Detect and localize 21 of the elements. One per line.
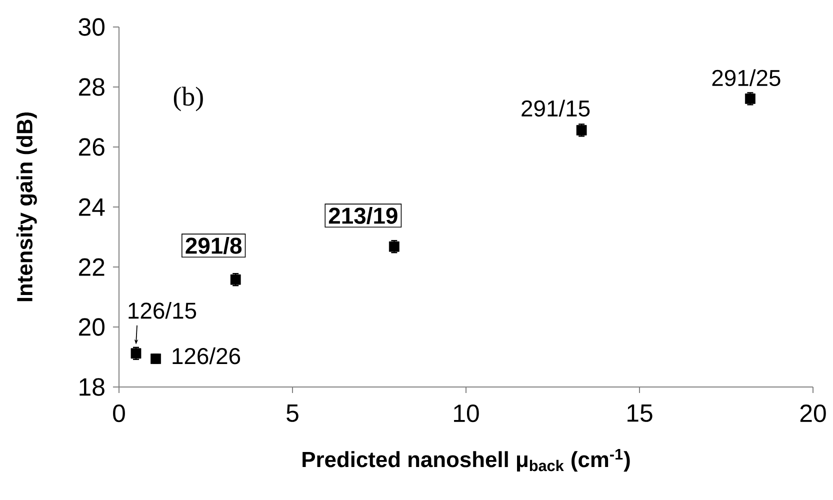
y-tick-label: 18 [80, 378, 104, 396]
x-tick-label: 0 [113, 404, 125, 422]
y-tick-label: 30 [78, 18, 104, 36]
x-tick-label: 20 [800, 404, 826, 422]
y-tick-label: 20 [79, 318, 104, 336]
y-tick-label: 24 [79, 198, 105, 216]
y-tick-label: 26 [79, 138, 104, 156]
y-tick-label: 22 [79, 258, 104, 276]
annotation: 126/26 [172, 347, 240, 364]
x-tick-label: 15 [628, 404, 652, 422]
annotation: 126/15 [128, 302, 196, 319]
annotation: 291/15 [522, 100, 590, 117]
y-tick-label: 28 [79, 78, 104, 96]
annotation: 291/8 [186, 237, 242, 254]
annotation: 213/19 [328, 207, 398, 224]
annotation: 291/25 [712, 69, 780, 86]
x-tick-label: 5 [286, 404, 298, 422]
annotation: (b) [174, 86, 203, 112]
x-tick-label: 10 [454, 404, 479, 422]
y-axis-title: Intensity gain (dB) [16, 112, 37, 302]
x-axis-title: Predicted nanoshell μ$_{back}$ (cm$^{-1}$) [302, 448, 630, 472]
